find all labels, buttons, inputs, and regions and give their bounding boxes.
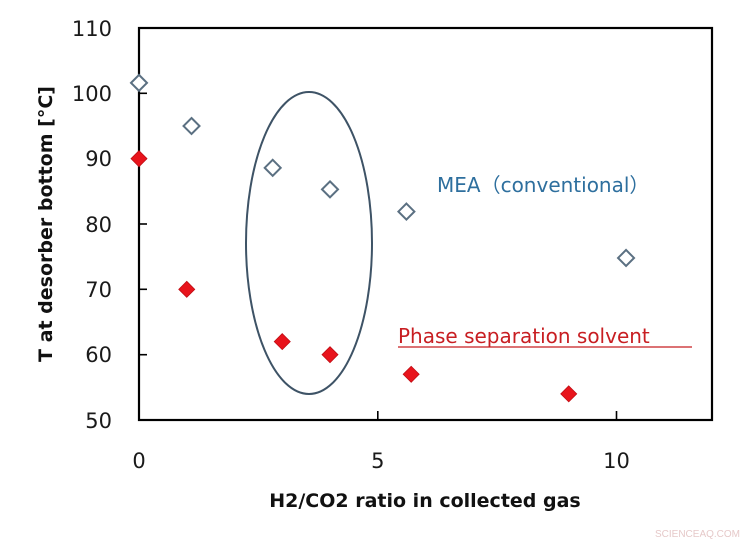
data-point-diamond [321, 346, 339, 364]
data-point-diamond [320, 179, 340, 199]
x-axis-tick-labels: 0 5 10 [132, 449, 630, 473]
x-axis-ticks [376, 411, 618, 420]
highlight-ellipse [245, 91, 373, 395]
x-tick-label: 0 [132, 449, 145, 473]
watermark: SCIENCEAQ.COM [655, 529, 740, 540]
data-point-diamond [129, 73, 149, 93]
data-point-diamond [130, 150, 148, 168]
y-axis-ticks [139, 92, 147, 356]
series-mea-markers [129, 73, 636, 268]
y-tick-label: 110 [72, 17, 112, 41]
x-axis-title: H2/CO2 ratio in collected gas [269, 490, 581, 512]
annotation-mea-label: MEA（conventional） [437, 173, 649, 197]
y-tick-label: 60 [85, 343, 112, 367]
series-phase-separation-markers [130, 150, 578, 403]
y-tick-label: 80 [85, 213, 112, 237]
data-point-diamond [273, 333, 291, 351]
y-tick-label: 70 [85, 278, 112, 302]
plot-area-frame [137, 26, 714, 422]
data-point-diamond [402, 365, 420, 383]
data-point-diamond [560, 385, 578, 403]
data-point-diamond [263, 158, 283, 178]
data-point-diamond [182, 116, 201, 136]
data-point-diamond [616, 248, 636, 268]
data-point-diamond [396, 202, 416, 222]
y-axis-title: T at desorber bottom [°C] [35, 86, 57, 362]
y-tick-label: 50 [85, 409, 112, 433]
x-tick-label: 10 [603, 449, 630, 473]
annotation-phase-separation-label: Phase separation solvent [398, 324, 650, 348]
y-tick-label: 100 [72, 82, 112, 106]
y-axis-tick-labels: 50 60 70 80 90 100 110 [72, 17, 112, 433]
y-tick-label: 90 [85, 147, 112, 171]
data-point-diamond [178, 280, 196, 298]
x-tick-label: 5 [371, 449, 384, 473]
